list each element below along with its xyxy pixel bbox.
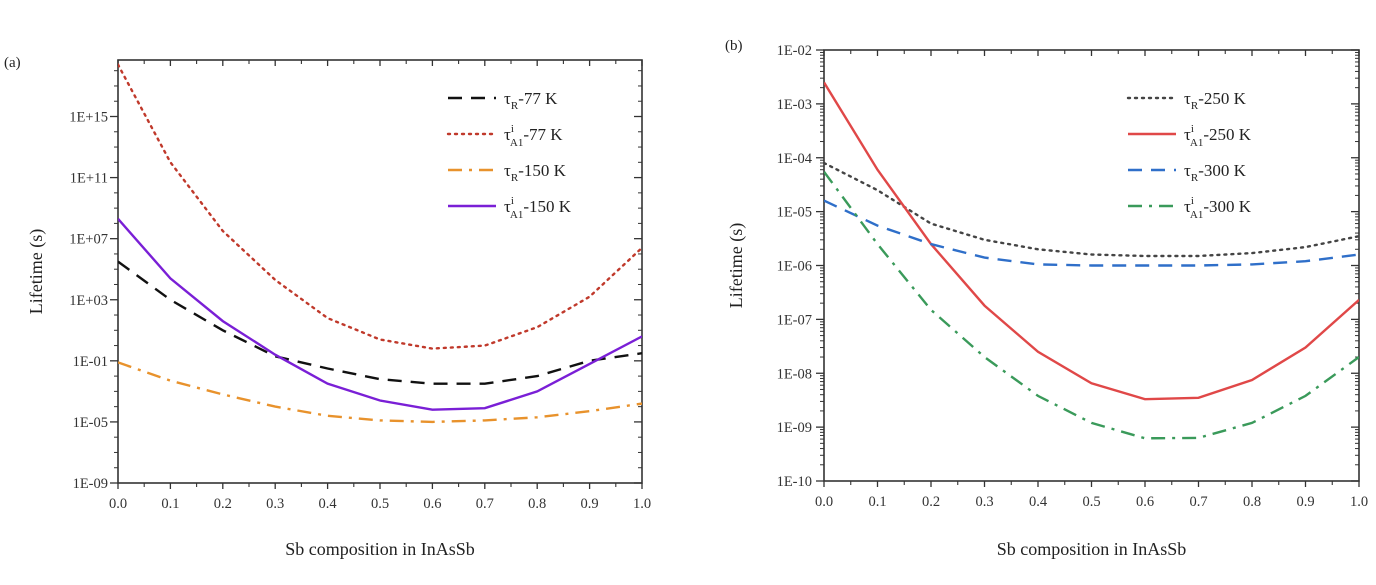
panel-label: (b) — [725, 38, 743, 54]
x-tick-label: 0.1 — [161, 496, 179, 512]
y-tick-label: 1E+11 — [70, 171, 108, 187]
legend-label: τi A1-300 K — [1184, 195, 1252, 221]
x-tick-label: 0.8 — [1243, 494, 1261, 510]
y-tick-label: 1E-08 — [777, 366, 812, 382]
y-tick-label: 1E-10 — [777, 474, 812, 490]
series-line-3 — [118, 361, 642, 424]
x-axis-title: Sb composition in InAsSb — [285, 539, 475, 559]
y-axis-title: Lifetime (s) — [26, 229, 47, 314]
series-line-2 — [824, 81, 1359, 401]
x-tick-label: 0.5 — [1082, 494, 1100, 510]
x-tick-label: 1.0 — [633, 496, 651, 512]
y-tick-label: 1E-05 — [777, 205, 812, 221]
series-line-2 — [118, 63, 642, 350]
series-line-1 — [118, 260, 642, 385]
y-tick-label: 1E+15 — [69, 110, 108, 126]
x-tick-label: 0.0 — [815, 494, 833, 510]
y-tick-label: 1E-05 — [73, 415, 108, 431]
y-axis-title: Lifetime (s) — [726, 223, 747, 308]
x-tick-label: 0.2 — [214, 496, 232, 512]
x-tick-label: 0.9 — [1296, 494, 1314, 510]
x-tick-label: 0.8 — [528, 496, 546, 512]
x-tick-label: 0.5 — [371, 496, 389, 512]
series-line-3 — [824, 199, 1359, 267]
series-line-1 — [824, 161, 1359, 258]
y-tick-label: 1E-03 — [777, 97, 812, 113]
y-tick-label: 1E+03 — [69, 293, 108, 309]
x-tick-label: 0.3 — [975, 494, 993, 510]
x-tick-label: 1.0 — [1350, 494, 1368, 510]
x-axis-title: Sb composition in InAsSb — [997, 539, 1187, 559]
y-tick-label: 1E-04 — [777, 151, 813, 167]
x-tick-label: 0.2 — [922, 494, 940, 510]
legend-label: τR-77 K — [504, 89, 558, 112]
chart-panel-b: 0.0 0.1 0.2 0.3 0.4 0.5 0.6 0.7 0.8 0.9 1.0 1E-02 1E… — [725, 38, 1368, 559]
series-line-4 — [118, 218, 642, 411]
x-tick-label: 0.4 — [319, 496, 338, 512]
x-tick-label: 0.1 — [868, 494, 886, 510]
y-tick-label: 1E-02 — [777, 43, 812, 59]
x-tick-label: 0.7 — [1189, 494, 1207, 510]
x-tick-label: 0.7 — [476, 496, 494, 512]
legend-label: τR-150 K — [504, 161, 567, 184]
x-tick-label: 0.6 — [423, 496, 441, 512]
y-tick-label: 1E-01 — [73, 354, 108, 370]
y-tick-label: 1E-09 — [73, 476, 108, 492]
y-tick-label: 1E-09 — [777, 420, 812, 436]
x-tick-label: 0.9 — [581, 496, 599, 512]
y-tick-label: 1E+07 — [69, 232, 108, 248]
y-tick-label: 1E-06 — [777, 259, 812, 275]
x-tick-label: 0.0 — [109, 496, 127, 512]
y-tick-label: 1E-07 — [777, 312, 812, 328]
legend-label: τi A1-77 K — [504, 123, 563, 149]
legend-label: τR-250 K — [1184, 89, 1247, 112]
legend-label: τi A1-250 K — [1184, 123, 1252, 149]
x-tick-label: 0.3 — [266, 496, 284, 512]
x-tick-label: 0.4 — [1029, 494, 1048, 510]
legend-label: τi A1-150 K — [504, 195, 572, 221]
series-line-4 — [824, 170, 1359, 440]
panel-label: (a) — [4, 55, 21, 71]
x-tick-label: 0.6 — [1136, 494, 1154, 510]
chart-panel-a: 0.0 0.1 0.2 0.3 0.4 0.5 0.6 0.7 0.8 0.9 1.0 1E+15 1E… — [4, 55, 651, 559]
legend-label: τR-300 K — [1184, 161, 1247, 184]
